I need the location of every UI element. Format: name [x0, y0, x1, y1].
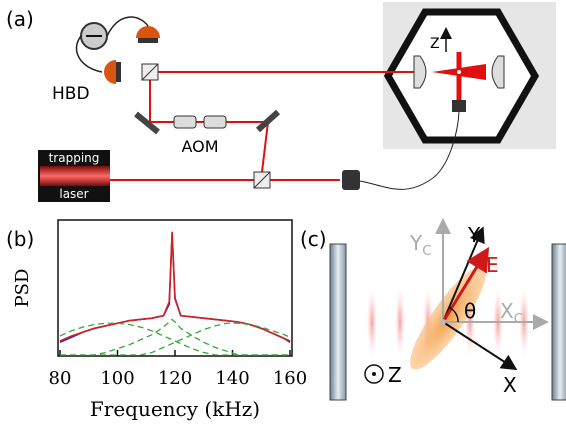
- x-tick-label: 80: [49, 368, 72, 389]
- laser-label: laser: [59, 187, 88, 201]
- laser-label: trapping: [49, 151, 100, 165]
- z-label: Z: [388, 363, 402, 387]
- particle: [399, 258, 496, 378]
- x-tick-label: 120: [158, 368, 192, 389]
- figure: (a) Z AOM HBD: [0, 0, 566, 432]
- cavity-mirror: [330, 244, 346, 400]
- photodiode: [104, 60, 116, 84]
- x-tick-label: 160: [273, 368, 307, 389]
- yc-label: YC: [409, 231, 431, 259]
- aom-crystal: [174, 116, 196, 128]
- y-label: Y: [467, 223, 481, 247]
- aom-crystal: [204, 116, 226, 128]
- panel-label: (a): [6, 7, 34, 31]
- hbd-label: HBD: [52, 84, 90, 104]
- data-line: [60, 232, 290, 341]
- field-label: E: [486, 253, 499, 277]
- panel-a: (a) Z AOM HBD: [6, 2, 556, 202]
- panel-c: (c) YC XC Y X E θ Z: [300, 222, 566, 400]
- panel-b: (b) PSD Frequency (kHz) 80 100 120 140 160: [6, 220, 307, 421]
- fiber-coupler: [342, 170, 360, 190]
- photodiode: [136, 26, 160, 38]
- aom-label: AOM: [181, 137, 218, 156]
- x-axis: [443, 322, 514, 368]
- plot-lines: [60, 232, 290, 355]
- panel-label: (c): [300, 227, 327, 251]
- particle: [457, 70, 461, 74]
- y-axis-label: PSD: [12, 269, 33, 308]
- xc-label: XC: [500, 299, 523, 327]
- x-tick-label: 100: [100, 368, 134, 389]
- data-line: [60, 319, 290, 355]
- x-tick-label: 140: [215, 368, 249, 389]
- x-label: X: [503, 373, 517, 397]
- x-axis-label: Frequency (kHz): [90, 397, 260, 421]
- panel-label: (b): [6, 227, 34, 251]
- z-label: Z: [430, 36, 440, 52]
- cavity-mirror: [552, 244, 566, 400]
- angle-label: θ: [464, 299, 476, 323]
- lens: [452, 100, 466, 112]
- page: (a) Z AOM HBD: [0, 0, 566, 432]
